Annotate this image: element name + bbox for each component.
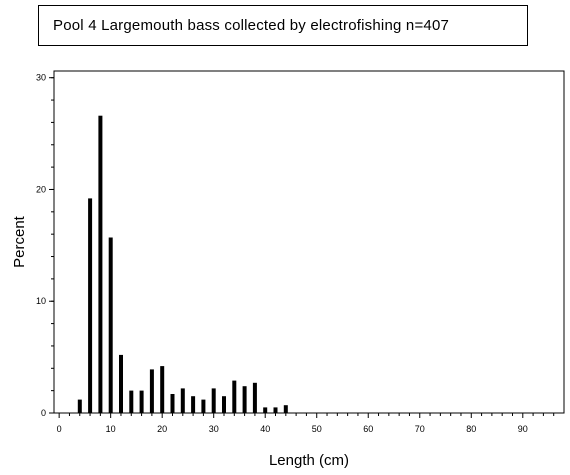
y-tick-label-30: 30 [36,73,46,83]
y-axis: 0 10 20 30 [36,73,54,418]
chart-title-box: Pool 4 Largemouth bass collected by elec… [38,5,528,46]
x-tick-label-40: 40 [260,424,270,434]
bar-24cm [180,388,185,413]
bar-6cm [88,198,93,413]
bar-42cm [273,407,278,413]
y-tick-label-20: 20 [36,184,46,194]
chart-title: Pool 4 Largemouth bass collected by elec… [53,17,450,34]
bar-28cm [201,399,206,413]
x-tick-label-50: 50 [312,424,322,434]
bar-12cm [119,354,123,413]
y-axis-label: Percent [11,215,28,268]
plot-frame [53,70,565,414]
bar-30cm [211,388,216,413]
bar-10cm [108,237,113,413]
bar-38cm [252,382,257,413]
bar-32cm [222,396,226,413]
y-tick-label-0: 0 [41,408,46,418]
x-tick-label-20: 20 [157,424,167,434]
bar-18cm [149,369,154,413]
x-axis: 0 10 20 30 40 50 60 70 80 90 [57,413,555,434]
x-tick-label-10: 10 [106,424,116,434]
x-tick-label-60: 60 [363,424,373,434]
bar-44cm [283,405,288,413]
bar-20cm [160,366,165,413]
bars-group [77,115,288,413]
bar-14cm [129,390,134,413]
bar-40cm [263,407,268,413]
x-tick-label-0: 0 [57,424,62,434]
bar-26cm [191,396,196,413]
x-tick-label-90: 90 [518,424,528,434]
bar-36cm [242,386,247,413]
bar-4cm [77,399,82,413]
bar-16cm [139,390,144,413]
x-axis-label: Length (cm) [269,452,349,469]
bar-34cm [232,380,237,413]
y-tick-label-10: 10 [36,296,46,306]
bar-22cm [170,394,175,413]
x-tick-label-30: 30 [209,424,219,434]
bar-8cm [98,115,103,413]
x-tick-label-80: 80 [466,424,476,434]
x-tick-label-70: 70 [415,424,425,434]
